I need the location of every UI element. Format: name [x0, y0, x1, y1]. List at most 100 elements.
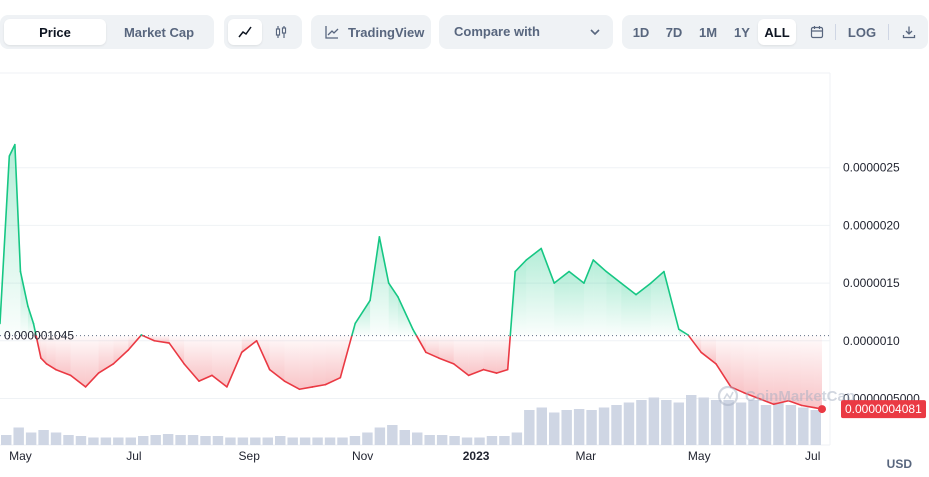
line-segment-up — [650, 270, 665, 284]
volume-bar — [623, 402, 635, 445]
volume-bar — [262, 437, 273, 445]
area-above-reference — [650, 271, 664, 336]
y-tick-label: 0.0000010 — [843, 334, 900, 348]
volume-bar — [125, 437, 136, 445]
area-below-reference — [730, 335, 744, 393]
volume-bar — [798, 407, 809, 445]
line-segment-down — [425, 351, 440, 359]
area-above-reference — [20, 271, 28, 336]
volume-bar — [598, 407, 610, 445]
line-segment-down — [772, 399, 790, 406]
area-below-reference — [85, 335, 99, 387]
view-toggle: Price Market Cap — [0, 15, 214, 49]
line-segment-up — [605, 270, 622, 284]
area-below-reference — [55, 335, 71, 376]
area-below-reference — [788, 335, 802, 406]
volume-bar — [499, 436, 510, 445]
calendar-button[interactable] — [802, 19, 832, 45]
volume-bar — [225, 437, 236, 445]
area-below-reference — [226, 335, 242, 387]
line-segment-down — [298, 386, 314, 391]
volume-bar — [100, 437, 112, 445]
volume-bar — [362, 432, 373, 445]
line-segment-down — [715, 363, 732, 388]
line-segment-up — [583, 259, 595, 284]
line-segment-up — [354, 299, 371, 325]
range-1d[interactable]: 1D — [632, 24, 650, 40]
line-segment-up — [553, 270, 570, 284]
area-above-reference — [541, 248, 555, 336]
area-below-reference — [325, 335, 341, 385]
x-tick-label: Nov — [352, 449, 373, 463]
volume-bar — [561, 410, 572, 445]
range-all[interactable]: ALL — [758, 19, 796, 45]
line-segment-down — [54, 368, 72, 377]
line-segment-down — [141, 334, 156, 342]
x-tick-label: 2023 — [463, 449, 490, 463]
line-segment-up — [635, 282, 652, 296]
area-below-reference — [70, 335, 86, 387]
range-1y[interactable]: 1Y — [734, 24, 750, 40]
volume-bar — [250, 437, 261, 445]
volume-bar — [760, 405, 772, 445]
line-segment-down — [183, 363, 200, 382]
line-segment-down — [153, 339, 171, 344]
volume-bar — [187, 435, 199, 445]
line-segment-up — [27, 305, 35, 325]
volume-bar — [337, 437, 348, 445]
line-segment-down — [211, 374, 228, 388]
volume-bar — [287, 437, 298, 445]
line-segment-down — [226, 351, 243, 388]
log-toggle[interactable]: LOG — [847, 24, 877, 40]
x-tick-label: Jul — [805, 449, 820, 463]
x-tick-label: Sep — [239, 449, 261, 463]
market-cap-tab[interactable]: Market Cap — [123, 24, 195, 40]
y-axis: 0.0000025 0.0000020 0.0000015 0.0000010 0.00… — [843, 161, 920, 415]
tradingview-label: TradingView — [348, 24, 425, 40]
compare-dropdown[interactable]: Compare with — [439, 15, 613, 49]
volume-bar — [524, 410, 535, 445]
line-segment-down — [40, 357, 48, 365]
area-above-reference — [569, 271, 584, 336]
tradingview-button[interactable]: TradingView — [315, 19, 427, 45]
volume-bar — [549, 412, 560, 445]
price-tab[interactable]: Price — [4, 19, 106, 45]
volume-bar — [150, 435, 161, 445]
line-segment-down — [268, 368, 286, 382]
range-7d[interactable]: 7D — [665, 24, 683, 40]
line-segment-up — [514, 259, 528, 273]
area-above-reference — [554, 271, 570, 336]
line-segment-down — [452, 363, 470, 377]
line-segment-down — [69, 374, 87, 388]
range-selector: 1D 7D 1M 1Y ALL LOG — [622, 15, 928, 49]
volume-bar — [536, 407, 547, 445]
volume-bar — [661, 400, 672, 445]
volume-bar — [200, 436, 211, 445]
line-segment-down — [112, 349, 130, 365]
area-above-reference — [388, 283, 398, 336]
area-below-reference — [284, 335, 300, 390]
area-above-reference — [9, 144, 15, 336]
price-line — [0, 143, 823, 410]
volume-bar — [486, 436, 498, 445]
volume-bar — [162, 434, 174, 445]
x-tick-label: May — [9, 449, 32, 463]
y-tick-label: 0.0000025 — [843, 161, 900, 175]
line-chart-button[interactable] — [228, 19, 262, 45]
area-below-reference — [198, 335, 213, 382]
volume-bar — [50, 432, 62, 445]
line-segment-down — [255, 339, 271, 371]
download-button[interactable] — [894, 19, 924, 45]
volume-bar — [324, 437, 336, 445]
x-tick-label: Jul — [126, 449, 141, 463]
area-below-reference — [715, 335, 731, 387]
volume-bar — [611, 405, 622, 445]
candlestick-button[interactable] — [264, 19, 298, 45]
range-1m[interactable]: 1M — [698, 24, 718, 40]
chevron-down-icon — [590, 29, 600, 36]
line-segment-down — [743, 391, 760, 400]
volume-bar — [399, 430, 410, 445]
volume-bar — [511, 432, 523, 445]
volume-bar — [723, 400, 734, 445]
